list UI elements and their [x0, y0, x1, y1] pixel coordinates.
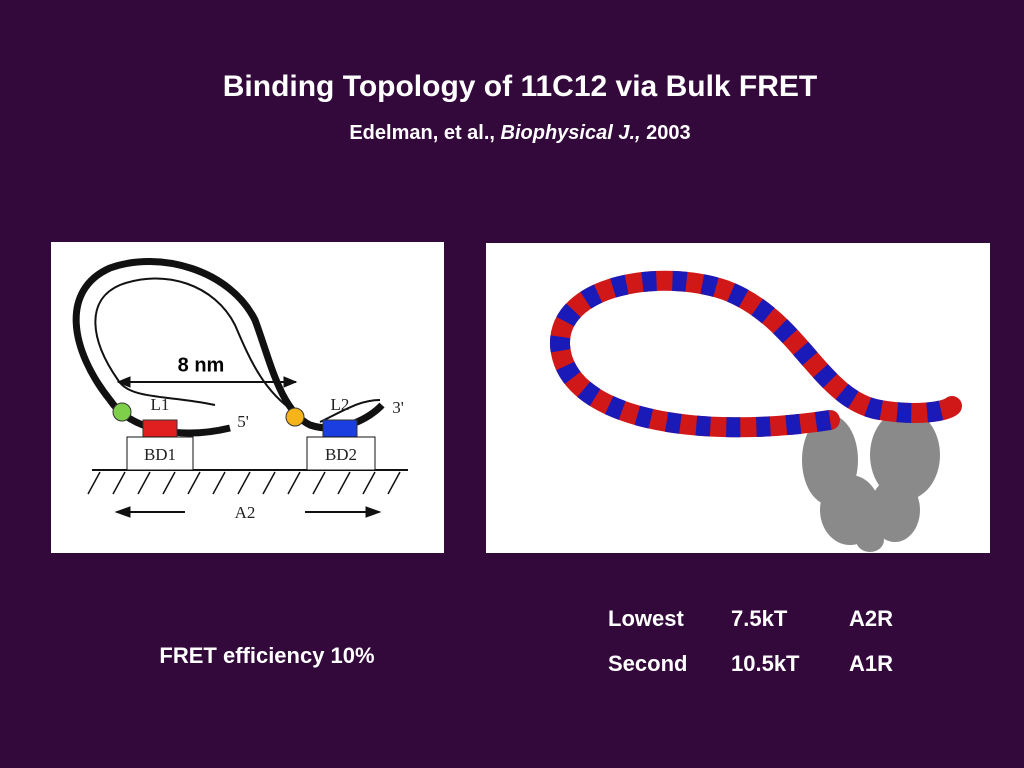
- donor: [112, 402, 132, 422]
- row-label: Lowest: [608, 606, 684, 631]
- subtitle: Edelman, et al., Biophysical J., 2003: [349, 122, 690, 144]
- protein: [802, 410, 940, 552]
- diagram-panel: [51, 242, 444, 553]
- dna-loop: [549, 270, 962, 438]
- l1-label: L1: [151, 395, 170, 414]
- energy: 7.5kT: [731, 606, 788, 631]
- acceptor: [285, 407, 305, 427]
- end3-label: 3': [392, 398, 404, 417]
- state: A1R: [849, 651, 893, 676]
- end5-label: 5': [237, 412, 249, 431]
- bd2-label: BD2: [325, 445, 357, 464]
- l1-site: [142, 419, 178, 438]
- bd1-label: BD1: [144, 445, 176, 464]
- row-label: Second: [608, 651, 687, 676]
- title: Binding Topology of 11C12 via Bulk FRET: [223, 70, 818, 103]
- fret-text: FRET efficiency 10%: [159, 643, 374, 668]
- l2-label: L2: [331, 395, 350, 414]
- l2-site: [322, 419, 358, 438]
- authors: Edelman, et al.,: [349, 122, 495, 144]
- bd1-box: [126, 436, 194, 471]
- distance-box: [168, 352, 234, 378]
- year: 2003: [646, 122, 691, 144]
- bd2-box: [306, 436, 376, 471]
- energy: 10.5kT: [731, 651, 800, 676]
- distance-label: 8 nm: [178, 354, 225, 376]
- energy-table: Lowest 7.5kT A2R Second 10.5kT A1R: [608, 606, 893, 676]
- state: A2R: [849, 606, 893, 631]
- a2-label: A2: [235, 503, 256, 522]
- journal: Biophysical J.,: [501, 122, 641, 144]
